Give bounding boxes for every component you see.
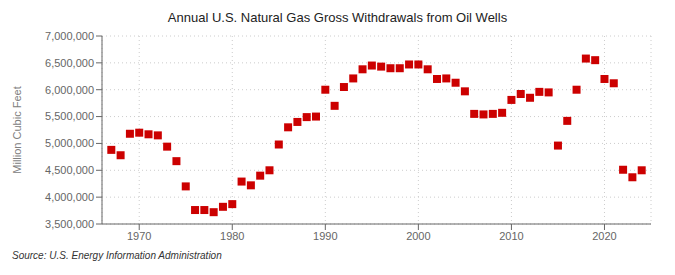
svg-text:2010: 2010 bbox=[499, 230, 523, 242]
svg-text:2000: 2000 bbox=[406, 230, 430, 242]
svg-text:Million Cubic Feet: Million Cubic Feet bbox=[11, 86, 23, 173]
svg-text:4,000,000: 4,000,000 bbox=[45, 191, 94, 203]
svg-text:5,000,000: 5,000,000 bbox=[45, 137, 94, 149]
svg-text:6,500,000: 6,500,000 bbox=[45, 57, 94, 69]
svg-text:4,500,000: 4,500,000 bbox=[45, 164, 94, 176]
svg-text:7,000,000: 7,000,000 bbox=[45, 30, 94, 42]
svg-text:5,500,000: 5,500,000 bbox=[45, 110, 94, 122]
svg-text:1980: 1980 bbox=[220, 230, 244, 242]
svg-text:1990: 1990 bbox=[313, 230, 337, 242]
svg-text:1970: 1970 bbox=[127, 230, 151, 242]
svg-text:3,500,000: 3,500,000 bbox=[45, 218, 94, 230]
html-text:Source: U.S. Energy Informatio: Source: U.S. Energy Information Administ… bbox=[12, 250, 222, 261]
html-text:Annual U.S. Natural Gas Gross: Annual U.S. Natural Gas Gross Withdrawal… bbox=[167, 10, 508, 25]
svg-text:6,000,000: 6,000,000 bbox=[45, 84, 94, 96]
svg-text:2020: 2020 bbox=[592, 230, 616, 242]
